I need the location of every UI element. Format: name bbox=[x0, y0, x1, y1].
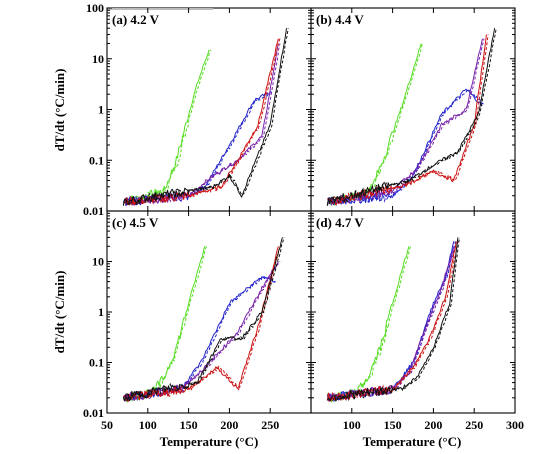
series-blue-panel-2-dashed bbox=[328, 87, 485, 207]
y-axis-label-bottom: dT/dt (°C/min) bbox=[52, 271, 67, 354]
x-tick-label: 200 bbox=[424, 418, 442, 432]
x-tick-label: 150 bbox=[180, 418, 198, 432]
panel-title-4: (d) 4.7 V bbox=[316, 215, 364, 230]
panel-title-2: (b) 4.4 V bbox=[316, 12, 364, 27]
x-tick-label: 250 bbox=[261, 418, 279, 432]
tick-group: 0.01 0.1 1 10 100 0.01 0.1 1 10 50 100 150 200 250 100… bbox=[83, 1, 524, 432]
series-green-panel-3-dashed bbox=[124, 246, 208, 404]
y-tick-label: 0.01 bbox=[83, 406, 104, 420]
series-red-panel-1 bbox=[123, 38, 279, 206]
y-tick-label: 0.1 bbox=[89, 356, 104, 370]
series-red-panel-4 bbox=[326, 241, 457, 401]
series-black-panel-4 bbox=[326, 237, 459, 402]
panel-frame-3 bbox=[106, 210, 312, 414]
series-black-panel-3 bbox=[122, 237, 283, 402]
series-red-panel-2 bbox=[326, 34, 487, 206]
series-black-panel-2 bbox=[326, 28, 496, 206]
panel-frame-1 bbox=[106, 7, 312, 212]
y-tick-label: 10 bbox=[92, 52, 104, 66]
panel-titles: (a) 4.2 V (b) 4.4 V (c) 4.5 V (d) 4.7 V bbox=[112, 12, 364, 230]
series-black-panel-2-dashed bbox=[328, 28, 497, 205]
series-red-panel-3 bbox=[122, 246, 279, 402]
x-axis-label-right: Temperature (°C) bbox=[363, 434, 462, 449]
series-red-panel-1-dashed bbox=[124, 38, 281, 207]
x-axis-label-left: Temperature (°C) bbox=[160, 434, 259, 449]
x-tick-label: 200 bbox=[220, 418, 238, 432]
x-tick-label: 50 bbox=[101, 418, 113, 432]
y-tick-label: 1 bbox=[98, 305, 104, 319]
y-tick-label: 100 bbox=[86, 1, 104, 15]
series-black-panel-1-dashed bbox=[124, 28, 289, 206]
series-green-panel-1 bbox=[122, 49, 210, 206]
y-tick-label: 10 bbox=[92, 255, 104, 269]
series-red-panel-4-dashed bbox=[328, 241, 459, 402]
panel-title-3: (c) 4.5 V bbox=[112, 215, 159, 230]
panel-frame-4 bbox=[310, 210, 516, 414]
series-blue-panel-2 bbox=[326, 88, 483, 206]
series-group bbox=[122, 28, 497, 404]
series-purple-panel-2-dashed bbox=[328, 38, 485, 206]
series-black-panel-4-dashed bbox=[328, 237, 460, 402]
panel-title-1: (a) 4.2 V bbox=[112, 12, 160, 27]
series-green-panel-1-dashed bbox=[124, 49, 212, 207]
x-tick-label: 100 bbox=[343, 418, 361, 432]
series-black-panel-3-dashed bbox=[124, 237, 285, 402]
x-tick-label: 150 bbox=[384, 418, 402, 432]
series-green-panel-4-dashed bbox=[328, 246, 412, 404]
series-black-panel-1 bbox=[122, 28, 287, 206]
x-tick-label: 300 bbox=[506, 418, 524, 432]
y-tick-label: 0.1 bbox=[89, 153, 104, 167]
x-tick-label: 250 bbox=[465, 418, 483, 432]
x-tick-label: 100 bbox=[139, 418, 157, 432]
series-purple-panel-3-dashed bbox=[124, 261, 281, 402]
y-axis-label-top: dT/dt (°C/min) bbox=[52, 69, 67, 152]
series-purple-panel-1 bbox=[123, 43, 279, 205]
y-tick-label: 1 bbox=[98, 103, 104, 117]
series-blue-panel-4 bbox=[327, 241, 455, 401]
y-tick-label: 0.01 bbox=[83, 204, 104, 218]
